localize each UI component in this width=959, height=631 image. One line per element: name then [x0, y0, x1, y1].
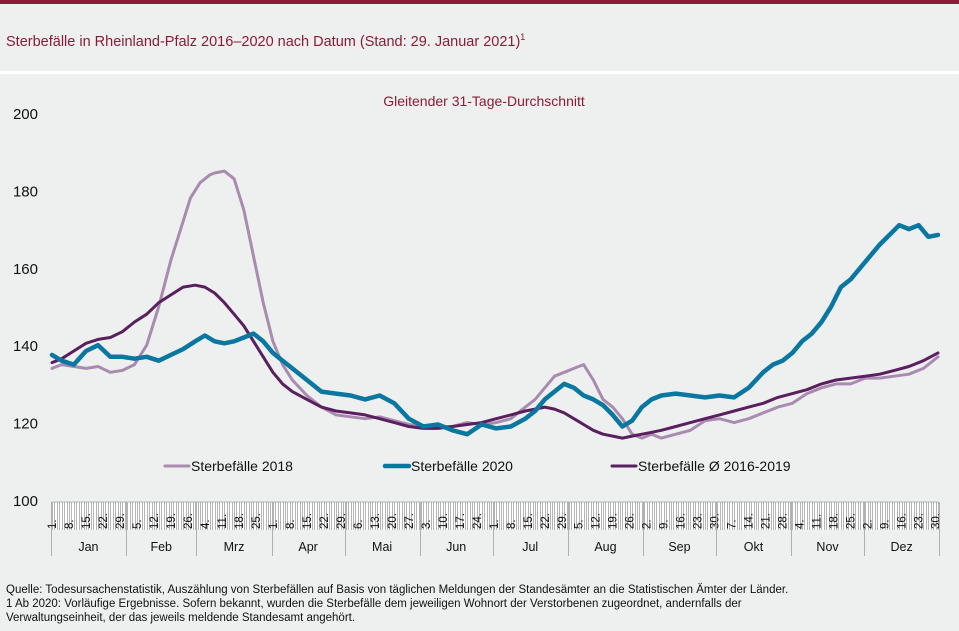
x-tick-label: 5.	[574, 519, 586, 529]
header-divider	[0, 71, 959, 74]
x-tick-label: 14.	[744, 513, 756, 529]
x-tick-label: 23.	[693, 513, 705, 529]
x-tick-label: 27.	[404, 513, 416, 529]
x-tick-label: 4.	[200, 519, 212, 529]
y-axis: 100 120 140 160 180 200	[13, 106, 38, 510]
x-tick-label: 11.	[217, 514, 229, 529]
series-line-s2020	[49, 222, 941, 437]
x-tick-label: 29.	[336, 513, 348, 529]
month-label: Mrz	[224, 540, 245, 554]
x-tick-label: 6.	[353, 519, 365, 529]
page-title: Sterbefälle in Rheinland-Pfalz 2016–2020…	[6, 32, 525, 50]
x-tick-label: 12.	[591, 513, 603, 529]
x-tick-label: 15.	[302, 513, 314, 529]
x-tick-label: 17.	[455, 513, 467, 529]
y-tick-label: 140	[13, 338, 38, 355]
y-tick-label: 100	[13, 493, 38, 510]
x-tick-label: 20.	[387, 513, 399, 529]
x-tick-label: 18.	[829, 513, 841, 529]
x-tick-label: 12.	[149, 513, 161, 529]
x-tick-label: 15.	[81, 513, 93, 529]
series-line-savg	[50, 283, 940, 440]
month-label: Dez	[890, 540, 912, 554]
footnote-1-line-2: Verwaltungseinheit, der das jeweils meld…	[6, 612, 356, 624]
month-label: Apr	[298, 540, 317, 554]
top-accent-bar	[0, 0, 959, 4]
legend-label-s2020: Sterbefälle 2020	[411, 458, 513, 474]
x-tick-label: 1.	[489, 519, 501, 529]
footnotes: Quelle: Todesursachenstatistik, Auszählu…	[6, 583, 956, 625]
source-note: Quelle: Todesursachenstatistik, Auszählu…	[6, 584, 789, 596]
x-tick-label: 23.	[914, 513, 926, 529]
y-tick-label: 120	[13, 416, 38, 433]
x-tick-label: 3.	[421, 519, 433, 529]
x-tick-label: 2.	[863, 519, 875, 529]
month-label: Jul	[522, 540, 538, 554]
y-tick-label: 180	[13, 183, 38, 200]
month-label: Jan	[78, 540, 98, 554]
x-tick-label: 29.	[557, 513, 569, 529]
x-tick-label: 16.	[676, 513, 688, 529]
month-label: Okt	[744, 540, 764, 554]
x-tick-label: 9.	[880, 519, 892, 529]
x-tick-label: 19.	[166, 513, 178, 529]
x-tick-label: 22.	[540, 513, 552, 529]
x-tick-label: 26.	[183, 513, 195, 529]
title-text: Sterbefälle in Rheinland-Pfalz 2016–2020…	[6, 33, 521, 50]
chart-subtitle: Gleitender 31-Tage-Durchschnitt	[383, 93, 585, 109]
x-tick-label: 25.	[846, 513, 858, 529]
month-label: Feb	[150, 540, 172, 554]
x-tick-label: 8.	[64, 519, 76, 529]
x-tick-label: 1.	[47, 519, 59, 529]
x-tick-label: 26.	[625, 513, 637, 529]
x-tick-label: 22.	[319, 513, 331, 529]
month-label: Aug	[594, 540, 616, 554]
x-tick-label: 9.	[659, 519, 671, 529]
x-tick-label: 19.	[608, 513, 620, 529]
x-tick-label: 8.	[506, 519, 518, 529]
month-label: Jun	[446, 540, 466, 554]
x-tick-label: 22.	[98, 513, 110, 529]
mortality-line-chart: Gleitender 31-Tage-Durchschnitt 100 120 14…	[13, 93, 943, 556]
legend-label-savg: Sterbefälle Ø 2016-2019	[638, 458, 791, 474]
y-tick-label: 200	[13, 106, 38, 123]
x-tick-label: 30.	[710, 513, 722, 529]
x-tick-label: 8.	[285, 519, 297, 529]
x-tick-label: 30.	[931, 513, 943, 529]
x-tick-label: 1.	[268, 519, 280, 529]
x-tick-label: 13.	[370, 513, 382, 529]
x-tick-label: 2.	[642, 519, 654, 529]
x-tick-label: 15.	[523, 513, 535, 529]
x-tick-label: 11.	[812, 514, 824, 529]
x-tick-label: 29.	[115, 513, 127, 529]
y-tick-label: 160	[13, 261, 38, 278]
x-tick-label: 10.	[438, 513, 450, 529]
x-tick-label: 16.	[897, 513, 909, 529]
footnote-1-line-1: 1 Ab 2020: Vorläufige Ergebnisse. Sofern…	[6, 598, 742, 610]
x-tick-label: 4.	[795, 519, 807, 529]
x-tick-label: 25.	[251, 513, 263, 529]
x-tick-label: 18.	[234, 513, 246, 529]
x-tick-label: 7.	[727, 519, 739, 529]
series-layer	[49, 169, 941, 440]
month-label: Nov	[816, 540, 839, 554]
x-tick-label: 28.	[778, 513, 790, 529]
month-label: Mai	[372, 540, 392, 554]
x-tick-label: 5.	[132, 519, 144, 529]
legend: Sterbefälle 2018 Sterbefälle 2020 Sterbefä…	[163, 458, 791, 474]
x-tick-label: 21.	[761, 513, 773, 529]
legend-label-s2018: Sterbefälle 2018	[191, 458, 293, 474]
month-label: Sep	[668, 540, 690, 554]
series-line-s2018	[50, 169, 940, 440]
x-axis: 1. 8. 15. 22. 29. Jan 5. 12. 19. 26. Feb 4. 11. 18. 25…	[47, 501, 943, 556]
x-tick-label: 24.	[472, 513, 484, 529]
title-footnote-marker: 1	[520, 32, 526, 42]
